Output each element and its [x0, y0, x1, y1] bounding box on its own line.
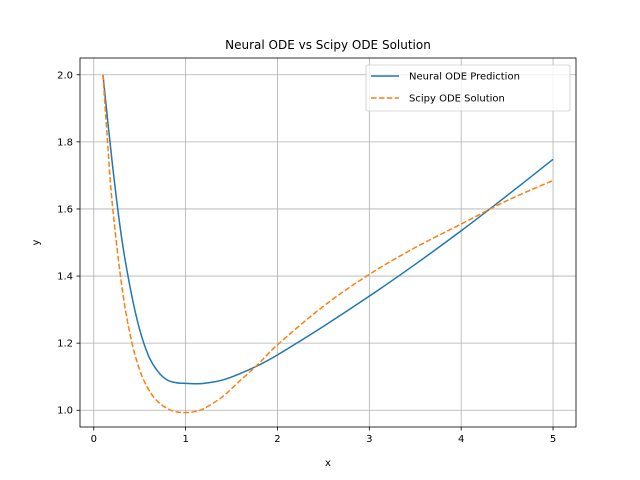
- legend-label-neural-ode: Neural ODE Prediction: [409, 72, 520, 83]
- x-tick-label: 4: [458, 434, 464, 445]
- y-tick-label: 1.6: [57, 204, 73, 215]
- x-tick-label: 2: [274, 434, 280, 445]
- legend: Neural ODE Prediction Scipy ODE Solution: [365, 64, 571, 112]
- y-tick-label: 1.2: [57, 339, 73, 350]
- y-axis-label: y: [31, 239, 42, 245]
- grid: [80, 58, 576, 427]
- ticks: 0 1 2 3 4 5 1.0 1.2 1.4 1.6 1.8 2.0: [57, 70, 556, 445]
- x-axis-label: x: [325, 458, 331, 469]
- x-tick-label: 5: [550, 434, 556, 445]
- y-tick-label: 1.0: [57, 406, 73, 417]
- series-layer: [102, 74, 554, 414]
- plot-area-frame: [79, 57, 577, 428]
- legend-label-scipy-ode: Scipy ODE Solution: [409, 94, 505, 105]
- series-line-scipy-ode: [102, 74, 554, 414]
- x-tick-label: 3: [366, 434, 372, 445]
- series-line-neural-ode: [102, 74, 554, 385]
- y-tick-label: 1.8: [57, 137, 73, 148]
- chart-title: Neural ODE vs Scipy ODE Solution: [225, 38, 431, 52]
- x-tick-label: 1: [182, 434, 188, 445]
- x-tick-label: 0: [91, 434, 97, 445]
- y-tick-label: 1.4: [57, 272, 73, 283]
- legend-box: [365, 64, 571, 112]
- y-tick-label: 2.0: [57, 70, 73, 81]
